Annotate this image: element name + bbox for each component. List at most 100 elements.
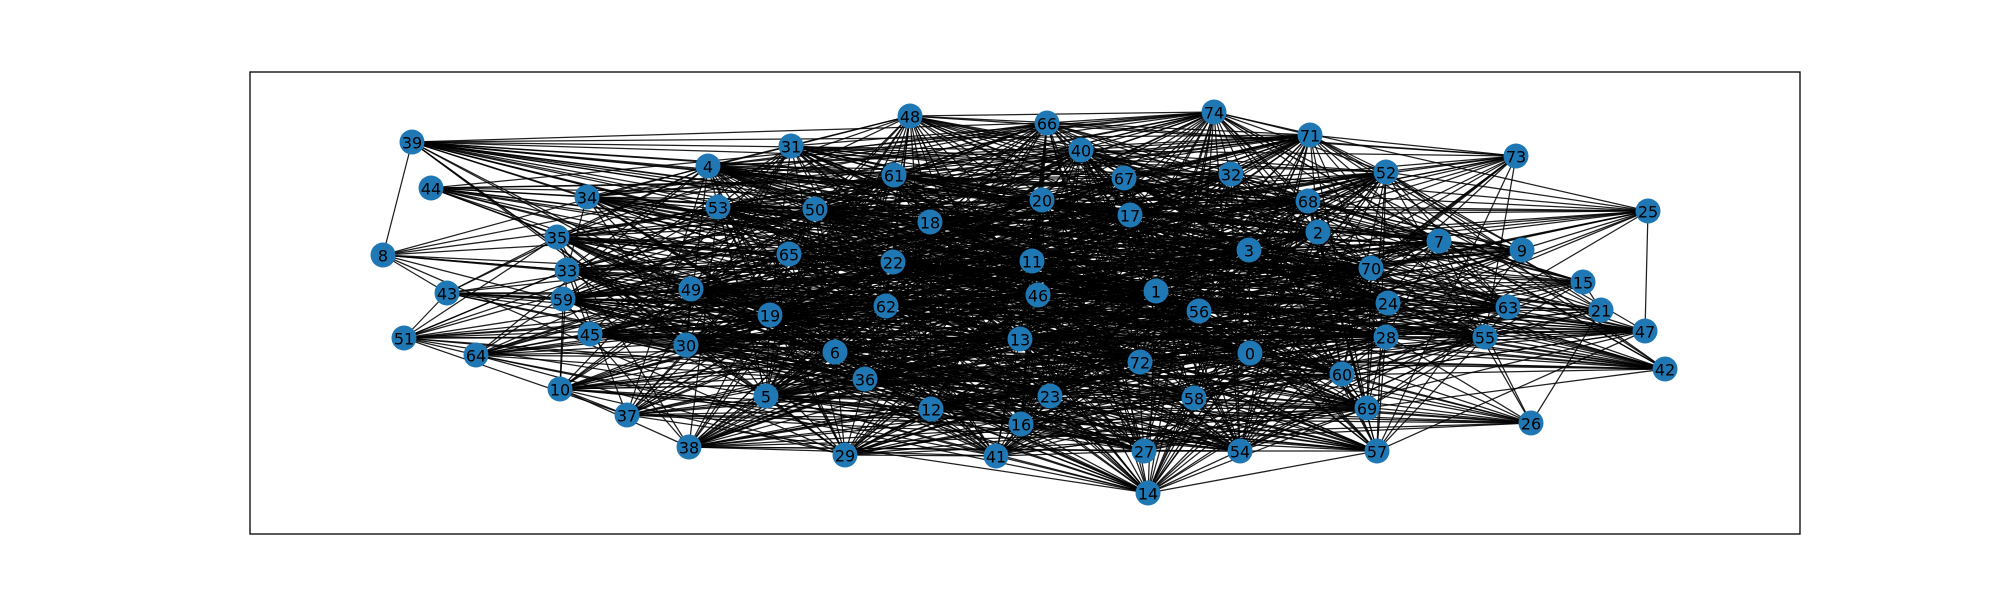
node-circle (418, 175, 444, 201)
node-label: 8 (378, 247, 388, 266)
node-label: 71 (1300, 127, 1320, 146)
node-label: 30 (676, 337, 696, 356)
edge-39-41 (411, 141, 997, 457)
node-54: 54 (1227, 438, 1253, 464)
node-45: 45 (577, 321, 603, 347)
edge-34-60 (586, 196, 1343, 375)
node-label: 35 (547, 229, 567, 248)
edge-55-57 (1376, 336, 1486, 452)
node-label: 21 (1591, 302, 1611, 321)
node-label: 72 (1130, 354, 1150, 373)
node-44: 44 (418, 175, 444, 201)
edge-47-71 (1309, 134, 1646, 332)
node-circle (832, 442, 858, 468)
node-circle (1503, 143, 1529, 169)
node-circle (1373, 324, 1399, 350)
edge-69-71 (1309, 134, 1368, 409)
node-43: 43 (434, 280, 460, 306)
edge-10-12 (559, 388, 932, 410)
edge-30-33 (566, 269, 687, 346)
node-label: 33 (557, 262, 577, 281)
node-circle (1034, 110, 1060, 136)
edge-66-73 (1046, 122, 1517, 157)
node-35: 35 (544, 224, 570, 250)
edge-53-59 (562, 206, 719, 300)
node-circle (1111, 165, 1137, 191)
edge-61-74 (893, 111, 1215, 176)
edge-48-62 (885, 115, 911, 307)
edge-34-54 (586, 196, 1241, 452)
node-label: 40 (1071, 142, 1091, 161)
node-label: 16 (1011, 416, 1031, 435)
edge-38-71 (688, 134, 1311, 448)
edge-31-53 (717, 145, 792, 208)
node-29: 29 (832, 442, 858, 468)
edge-60-70 (1341, 267, 1372, 375)
node-circle (983, 443, 1009, 469)
edge-55-67 (1123, 177, 1486, 338)
node-63: 63 (1495, 294, 1521, 320)
node-circle (1632, 318, 1658, 344)
node-label: 74 (1204, 104, 1224, 123)
node-label: 59 (553, 291, 573, 310)
node-circle (547, 376, 573, 402)
node-71: 71 (1297, 122, 1323, 148)
edge-61-71 (893, 134, 1311, 176)
edge-53-58 (717, 206, 1195, 399)
node-circle (822, 339, 848, 365)
edge-60-61 (893, 174, 1343, 375)
node-circle (1305, 219, 1331, 245)
edge-25-47 (1644, 210, 1649, 332)
node-circle (1037, 383, 1063, 409)
edge-53-70 (717, 206, 1372, 269)
edge-70-74 (1213, 111, 1372, 269)
node-66: 66 (1034, 110, 1060, 136)
node-label: 4 (703, 158, 713, 177)
node-circle (917, 209, 943, 235)
edge-52-56 (1198, 171, 1387, 312)
edge-61-68 (893, 174, 1309, 202)
edge-67-71 (1123, 134, 1311, 179)
node-60: 60 (1329, 361, 1355, 387)
node-24: 24 (1375, 290, 1401, 316)
node-circle (1652, 356, 1678, 382)
node-39: 39 (399, 129, 425, 155)
edge-14-41 (995, 455, 1149, 494)
edge-39-71 (411, 134, 1311, 143)
edge-25-52 (1385, 171, 1649, 212)
node-circle (757, 302, 783, 328)
node-circle (1495, 294, 1521, 320)
node-circle (695, 153, 721, 179)
node-label: 66 (1037, 115, 1057, 134)
edge-54-56 (1198, 310, 1241, 452)
node-label: 53 (708, 199, 728, 218)
node-circle (918, 396, 944, 422)
edge-48-63 (909, 115, 1509, 308)
edge-55-60 (1341, 336, 1486, 375)
node-label: 32 (1221, 166, 1241, 185)
edge-33-36 (566, 269, 866, 380)
node-53: 53 (705, 194, 731, 220)
edge-16-19 (769, 314, 1022, 425)
edge-48-53 (717, 115, 911, 208)
node-27: 27 (1131, 438, 1157, 464)
node-label: 17 (1120, 207, 1140, 226)
node-circle (873, 293, 899, 319)
node-56: 56 (1186, 298, 1212, 324)
edge-25-74 (1213, 111, 1649, 212)
edge-63-68 (1307, 200, 1509, 308)
node-label: 23 (1040, 388, 1060, 407)
node-label: 25 (1638, 203, 1658, 222)
edge-34-74 (586, 111, 1215, 198)
edge-49-54 (690, 288, 1241, 452)
node-42: 42 (1652, 356, 1678, 382)
edge-38-48 (688, 115, 911, 448)
edge-54-74 (1213, 111, 1241, 452)
node-label: 11 (1022, 253, 1042, 272)
edge-31-74 (790, 111, 1215, 147)
node-circle (1201, 99, 1227, 125)
node-23: 23 (1037, 383, 1063, 409)
node-label: 43 (437, 285, 457, 304)
